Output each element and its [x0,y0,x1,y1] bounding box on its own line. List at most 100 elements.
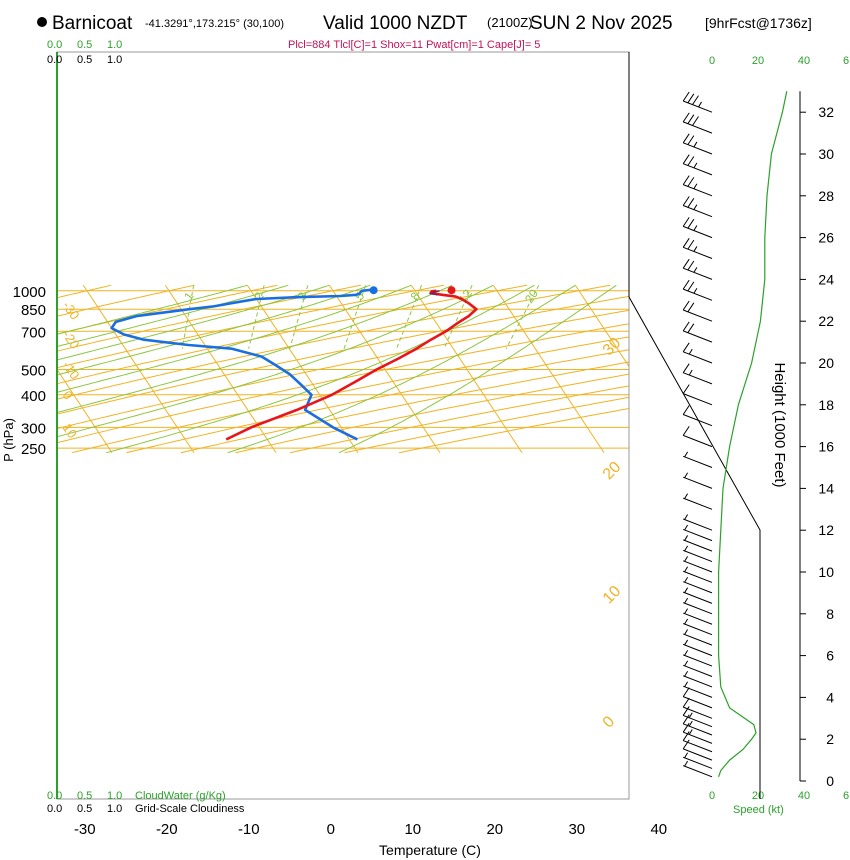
wind-barb-half-feather [684,472,689,478]
moist-adiabat-0 [57,284,330,361]
wind-barb [683,545,713,563]
wind-barb-feather [682,697,690,708]
wind-barb-staff [683,675,713,688]
wind-barb [683,451,713,468]
speed-axis-label: Speed (kt) [733,804,784,816]
wind-barb-feather [682,154,690,164]
wind-barb-half-feather [684,566,689,573]
moist-adiabat-20 [57,284,494,438]
x-tick--30: -30 [74,821,96,838]
moist-adiabat-15 [57,284,453,414]
cloud-water-top-tick-0: 0.0 [47,39,62,51]
wind-barb-feather [682,426,690,436]
dry-adiabat-50 [57,309,629,430]
cloudiness-bottom-tick-1: 0.5 [77,803,92,815]
wind-barb-staff [683,591,713,604]
height-tick-10: 10 [818,564,834,580]
wind-barb [682,714,713,736]
wind-barb [682,687,713,709]
wind-barb-feather [682,175,690,185]
height-tick-18: 18 [818,397,834,413]
wind-barb-half-feather [684,597,689,604]
height-tick-2: 2 [826,731,834,747]
wind-barb-staff [683,351,713,364]
height-axis-label: Height (1000 Feet) [771,362,788,487]
wind-barb [683,752,713,769]
wind-barb-staff [683,372,713,385]
wind-barb-staff [683,731,713,744]
wind-barb-half-feather [684,535,689,541]
wind-barb-half-feather [684,576,689,583]
wind-barb-staff [683,539,713,552]
dry-adiabat-110 [289,385,629,454]
wind-barb [682,300,713,322]
wind-barb-staff [683,288,713,301]
wind-barb-staff [683,633,713,646]
wind-barb-staff [683,205,713,218]
plot-frame [56,51,630,800]
wind-barb-feather [682,731,690,741]
wind-barb-half-feather [684,752,689,759]
isotherm-label-10: 10 [600,583,625,608]
wind-barb-half-feather [693,162,698,169]
y-axis-label: P (hPa) [1,418,16,462]
height-tick-6: 6 [826,648,834,664]
height-tick-22: 22 [818,313,834,329]
moist-adiabat--10 [57,284,248,335]
wind-barb-feather [682,722,690,733]
wind-barb-staff [683,723,713,736]
mixing-ratio-label-12: 12 [456,286,475,305]
mixing-ratio-1 [181,285,195,349]
wind-barb [683,660,713,677]
wind-barb-staff [683,414,713,427]
height-tick-8: 8 [826,606,834,622]
mixing-ratio-12 [443,285,473,349]
wind-barb [683,587,713,604]
isotherm-label-20: 20 [600,459,625,484]
wind-barb-half-feather [684,681,689,687]
wind-barb-staff [683,100,713,113]
dry-adiabat-label--30: -30 [60,298,83,322]
height-tick-4: 4 [826,689,834,705]
wind-barb-half-feather [684,556,689,562]
wind-barb-half-feather [688,348,693,355]
isotherm--30 [82,284,195,454]
wind-barb-half-feather [688,720,693,727]
wind-barb-half-feather [684,514,689,520]
moist-adiabat-35 [338,284,617,454]
speed-bottom-tick-3: 6 [843,790,849,802]
profiles [110,286,478,441]
dry-adiabat--10 [57,284,278,335]
wind-barb-feather [682,405,690,415]
wind-barb-feather [687,302,695,313]
x-tick-0: 0 [327,821,335,838]
wind-speed-line [717,91,788,777]
wind-barb-staff [683,612,713,625]
wind-barb-staff [683,528,713,542]
wind-barb-staff [683,765,713,778]
wind-barb-staff [683,163,713,176]
wind-barb-staff [683,623,713,636]
wind-barb-staff [683,497,713,510]
wind-barb [682,731,713,753]
wind-barb-staff [683,740,713,753]
wind-barb-half-feather [693,141,698,148]
cloudiness-label: Grid-Scale Cloudiness [135,803,245,815]
wind-barb-feather [692,116,699,126]
isotherm-40 [657,285,768,453]
valid-date: SUN 2 Nov 2025 [530,13,673,34]
wind-barb-half-feather [684,629,689,635]
wind-barb-half-feather [693,267,698,273]
wind-barb-feather [682,196,690,206]
wind-barb-staff [683,602,713,615]
dewpoint-line [110,288,374,441]
wind-barb-feather [682,706,690,716]
wind-barb [683,514,713,531]
station-marker-icon [37,17,47,27]
wind-barb-half-feather [684,608,689,614]
wind-barb-feather [682,363,690,373]
wind-barb-staff [683,685,713,698]
x-tick-10: 10 [404,821,421,838]
wind-barb-staff [683,309,713,322]
height-tick-28: 28 [818,188,834,204]
